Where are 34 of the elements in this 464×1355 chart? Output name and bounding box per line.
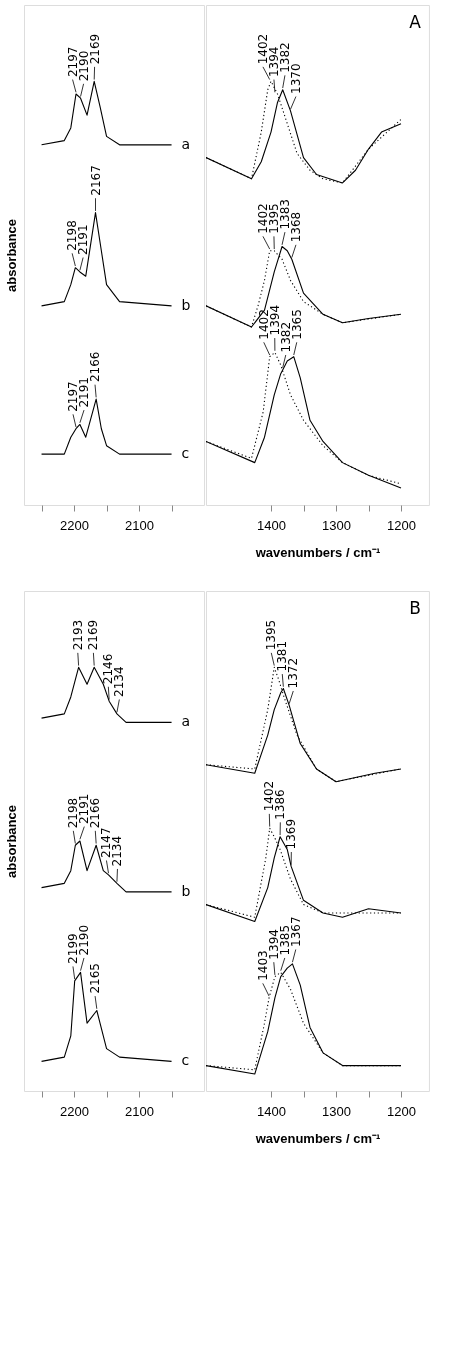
annotation: 1372: [286, 657, 301, 689]
x-tick-label: 2100: [125, 517, 155, 533]
x-axis-title: wavenumbers / cm⁻¹: [254, 1130, 381, 1146]
annotation: 1386: [273, 789, 288, 820]
annotation: 2134: [112, 666, 127, 697]
x-tick-label: 1300: [322, 517, 351, 533]
x-tick-label: 2200: [60, 1103, 90, 1119]
annotation: 2193: [70, 619, 85, 651]
x-tick-label: 2100: [125, 1103, 155, 1119]
series-label: b: [181, 882, 191, 899]
x-tick-label: 1200: [387, 1103, 416, 1119]
annotation: 2165: [88, 963, 103, 994]
y-axis-title: absorbance: [3, 805, 19, 878]
annotation: 2166: [88, 797, 103, 829]
annotation: 1369: [284, 818, 299, 850]
chart-title: A: [409, 12, 422, 32]
series-label: b: [181, 296, 191, 313]
chart-title: B: [409, 598, 421, 618]
x-tick-label: 1400: [257, 1103, 286, 1119]
series-label: c: [181, 445, 190, 462]
series-label: a: [181, 135, 191, 152]
annotation: 2191: [76, 224, 91, 255]
x-tick-label: 1200: [387, 517, 416, 533]
x-tick-label: 1300: [322, 1103, 351, 1119]
annotation: 2166: [88, 351, 103, 383]
x-tick-label: 2200: [60, 517, 90, 533]
x-tick-label: 1400: [257, 517, 286, 533]
y-axis-title: absorbance: [3, 219, 19, 292]
annotation: 2169: [86, 619, 101, 651]
series-label: a: [181, 713, 191, 730]
annotation: 2167: [88, 165, 103, 196]
x-axis-title: wavenumbers / cm⁻¹: [254, 544, 381, 560]
series-label: c: [181, 1052, 190, 1069]
annotation: 2134: [110, 835, 125, 867]
